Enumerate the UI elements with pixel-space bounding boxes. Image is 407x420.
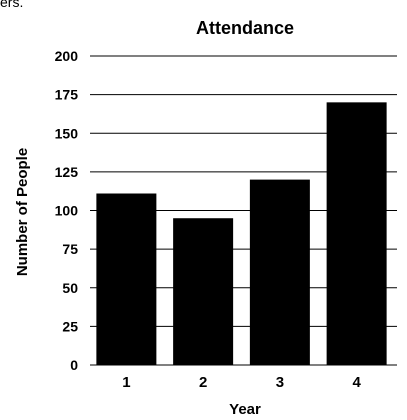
x-tick-label-3: 3 xyxy=(276,374,284,391)
bar-year-1 xyxy=(96,193,157,365)
y-axis-label: Number of People xyxy=(14,148,31,276)
bar-year-2 xyxy=(173,218,234,365)
y-tick-label-125: 125 xyxy=(55,164,79,180)
y-tick-label-200: 200 xyxy=(55,48,79,64)
y-tick-label-75: 75 xyxy=(62,241,78,257)
x-tick-labels: 1 2 3 4 xyxy=(122,374,361,391)
y-tick-label-150: 150 xyxy=(55,125,79,141)
y-tick-labels: 0 25 50 75 100 125 150 175 200 xyxy=(55,48,79,373)
bars xyxy=(96,102,387,365)
bar-year-3 xyxy=(249,179,310,365)
bar-year-4 xyxy=(326,102,387,365)
corner-text-fragment: ers. xyxy=(0,0,24,10)
y-tick-label-25: 25 xyxy=(62,318,78,334)
x-tick-label-1: 1 xyxy=(122,374,130,391)
x-axis-label: Year xyxy=(229,401,261,418)
y-tick-label-50: 50 xyxy=(62,280,78,296)
x-tick-label-4: 4 xyxy=(352,374,361,391)
chart-title: Attendance xyxy=(196,18,294,38)
y-tick-label-0: 0 xyxy=(70,357,78,373)
x-tick-label-2: 2 xyxy=(199,374,207,391)
y-tick-label-100: 100 xyxy=(55,203,79,219)
y-tick-label-175: 175 xyxy=(55,87,79,103)
